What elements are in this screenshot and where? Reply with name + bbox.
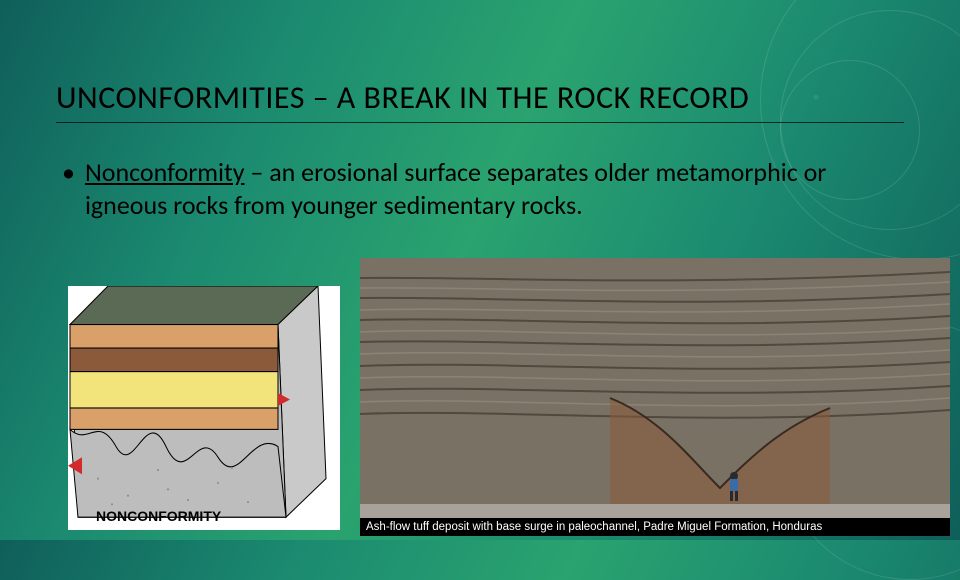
title-underline xyxy=(56,122,904,123)
bullet-text: Nonconformity – an erosional surface sep… xyxy=(85,156,902,221)
outcrop-photo: Ash-flow tuff deposit with base surge in… xyxy=(360,258,950,536)
bullet-term: Nonconformity xyxy=(85,156,245,188)
slide-title: UNCONFORMITIES – A BREAK IN THE ROCK REC… xyxy=(56,78,749,117)
diagram-caption: NONCONFORMITY xyxy=(96,508,221,524)
bullet-mark: • xyxy=(62,156,75,221)
photo-caption: Ash-flow tuff deposit with base surge in… xyxy=(360,518,950,536)
bullet-item: • Nonconformity – an erosional surface s… xyxy=(62,156,902,221)
nonconformity-diagram xyxy=(68,286,340,530)
